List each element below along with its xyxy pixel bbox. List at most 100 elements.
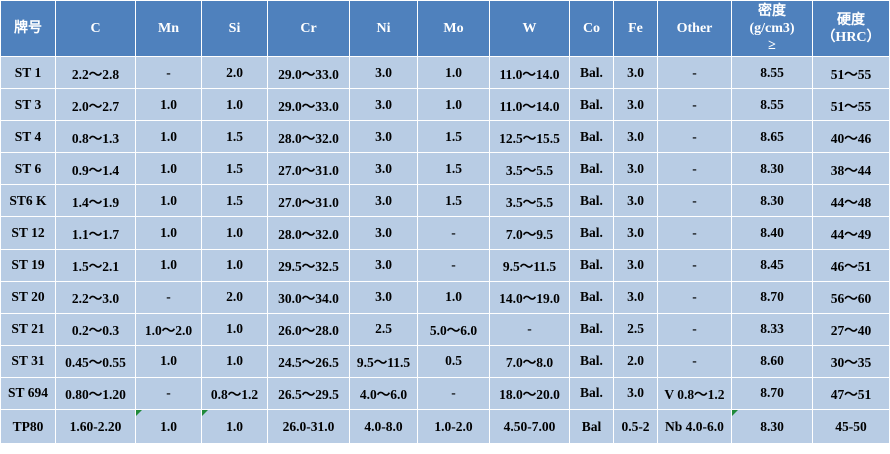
cell-hardness: 45-50 [812,409,890,445]
cell-c: 0.45～0.55 [55,344,136,378]
cell-w: 3.5～5.5 [489,184,570,218]
grade-cell: ST 6 [0,152,56,186]
cell-hardness: 46～51 [812,248,890,282]
table-row: ST 31 0.45～0.55 1.0 1.0 24.5～26.5 9.5～11.5 0.5… [0,344,890,378]
cell-ni: 9.5～11.5 [349,344,418,378]
cell-mo: 5.0～6.0 [417,312,490,346]
cell-mn: 1.0 [135,88,202,122]
cell-fe: 3.0 [613,184,658,218]
grade-cell: TP80 [0,409,56,445]
cell-fe: 2.5 [613,312,658,346]
cell-mn: 1.0 [135,120,202,154]
cell-ni: 2.5 [349,312,418,346]
cell-cr: 30.0～34.0 [267,280,350,314]
grade-cell: ST 1 [0,55,56,90]
cell-other: - [657,88,732,122]
cell-mn: 1.0 [135,344,202,378]
cell-si: 1.5 [201,184,268,218]
cell-w: 12.5～15.5 [489,120,570,154]
cell-density: 8.30 [731,184,813,218]
cell-mo: - [417,376,490,411]
cell-mo: 1.0 [417,88,490,122]
cell-c: 2.0～2.7 [55,88,136,122]
cell-cr: 27.0～31.0 [267,152,350,186]
cell-fe: 3.0 [613,248,658,282]
cell-si: 1.0 [201,216,268,250]
table-row: ST 1 2.2～2.8-2.0 29.0～33.0 3.0 1.0 11.0～14.0 B… [0,55,890,90]
cell-ni: 3.0 [349,88,418,122]
cell-density: 8.70 [731,376,813,411]
cell-w: 7.0～9.5 [489,216,570,250]
cell-c: 1.4～1.9 [55,184,136,218]
cell-hardness: 51～55 [812,88,890,122]
cell-mo: 1.5 [417,152,490,186]
cell-hardness: 47～51 [812,376,890,411]
grade-cell: ST6 K [0,184,56,218]
cell-co: Bal. [569,280,614,314]
cell-w: - [489,312,570,346]
table-row: ST 20 2.2～3.0-2.0 30.0～34.0 3.0 1.0 14.0～19.0… [0,280,890,314]
cell-mo: 0.5 [417,344,490,378]
cell-density: 8.40 [731,216,813,250]
cell-si: 1.0 [201,312,268,346]
cell-c: 1.60-2.20 [55,409,136,445]
cell-mn: - [135,280,202,314]
cell-fe: 3.0 [613,152,658,186]
header-hardness: 硬度 （HRC） [812,0,890,57]
cell-fe: 3.0 [613,88,658,122]
cell-c: 0.2～0.3 [55,312,136,346]
header-mo: Mo [417,0,490,57]
cell-hardness: 44～49 [812,216,890,250]
cell-c: 0.80～1.20 [55,376,136,411]
header-w: W [489,0,570,57]
cell-other: - [657,248,732,282]
cell-fe: 2.0 [613,344,658,378]
table-row: ST 694 0.80～1.20-0.8～1.2 26.5～29.5 4.0～6.0-… [0,376,890,411]
header-ni: Ni [349,0,418,57]
cell-co: Bal. [569,344,614,378]
cell-density: 8.33 [731,312,813,346]
cell-mo: - [417,216,490,250]
cell-co: Bal. [569,376,614,411]
cell-mo: 1.0-2.0 [417,409,490,445]
cell-si: 1.5 [201,120,268,154]
cell-ni: 3.0 [349,280,418,314]
header-mn: Mn [135,0,202,57]
cell-density: 8.30 [731,409,813,445]
cell-density: 8.60 [731,344,813,378]
cell-hardness: 38～44 [812,152,890,186]
table-row: TP80 1.60-2.20 1.0 1.0 26.0-31.0 4.0-8.0 1.0-2… [0,409,890,445]
cell-si: 0.8～1.2 [201,376,268,411]
cell-c: 2.2～2.8 [55,55,136,90]
cell-other: Nb 4.0-6.0 [657,409,732,445]
cell-other: V 0.8～1.2 [657,376,732,411]
cell-w: 11.0～14.0 [489,88,570,122]
header-cr: Cr [267,0,350,57]
cell-cr: 29.5～32.5 [267,248,350,282]
grade-cell: ST 694 [0,376,56,411]
header-density: 密度 (g/cm3) ≥ [731,0,813,57]
cell-co: Bal. [569,216,614,250]
cell-si: 2.0 [201,55,268,90]
cell-mn: 1.0 [135,216,202,250]
cell-fe: 3.0 [613,55,658,90]
grade-cell: ST 12 [0,216,56,250]
table-header: 牌号 C Mn Si Cr Ni Mo W Co Fe Other 密度 (g/cm3) ≥ 硬度 （HRC） [0,0,890,57]
cell-cr: 29.0～33.0 [267,88,350,122]
cell-cr: 28.0～32.0 [267,120,350,154]
cell-cr: 26.5～29.5 [267,376,350,411]
cell-si: 1.0 [201,344,268,378]
header-co: Co [569,0,614,57]
cell-hardness: 30～35 [812,344,890,378]
cell-cr: 24.5～26.5 [267,344,350,378]
cell-ni: 3.0 [349,216,418,250]
cell-fe: 0.5-2 [613,409,658,445]
cell-co: Bal. [569,312,614,346]
table-row: ST6 K 1.4～1.9 1.0 1.5 27.0～31.0 3.0 1.5 3.5～5.5… [0,184,890,218]
cell-co: Bal. [569,120,614,154]
table-row: ST 12 1.1～1.7 1.0 1.0 28.0～32.0 3.0-7.0～9.5 Ba… [0,216,890,250]
cell-co: Bal. [569,248,614,282]
table-row: ST 4 0.8～1.3 1.0 1.5 28.0～32.0 3.0 1.5 12.5～15.… [0,120,890,154]
cell-c: 1.5～2.1 [55,248,136,282]
